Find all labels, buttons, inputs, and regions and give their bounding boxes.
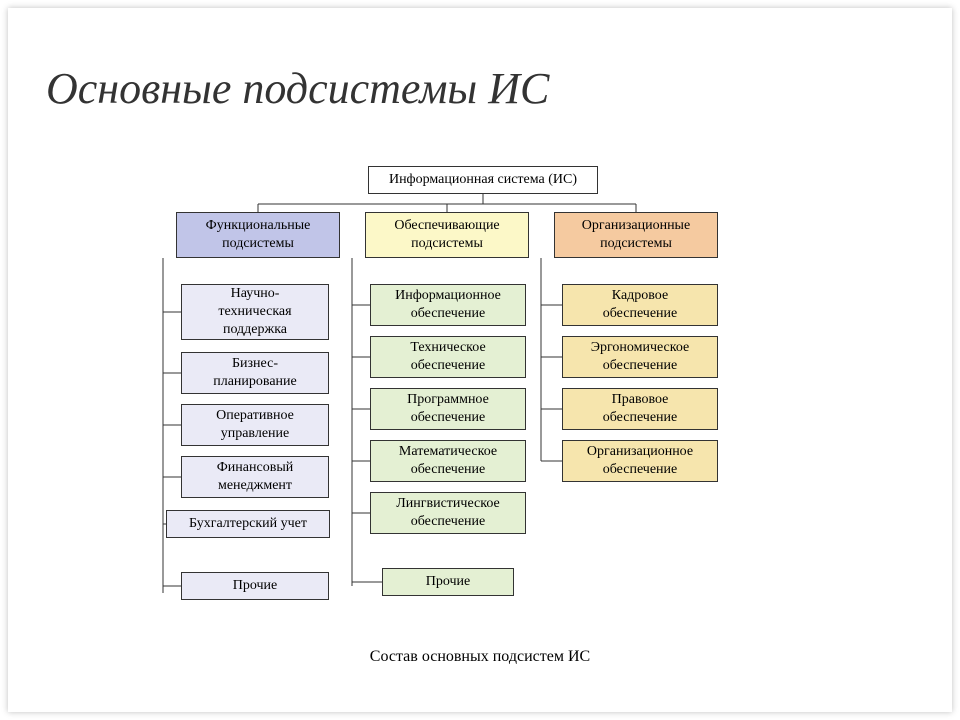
branch-0-item-5: Прочие <box>181 572 329 600</box>
branch-header-2: Организационныеподсистемы <box>554 212 718 258</box>
slide: Основные подсистемы ИС Состав основных п… <box>8 8 952 712</box>
branch-1-item-0: Информационноеобеспечение <box>370 284 526 326</box>
branch-header-1: Обеспечивающиеподсистемы <box>365 212 529 258</box>
branch-2-item-0: Кадровоеобеспечение <box>562 284 718 326</box>
branch-1-item-3: Математическоеобеспечение <box>370 440 526 482</box>
branch-0-item-0: Научно-техническаяподдержка <box>181 284 329 340</box>
caption: Состав основных подсистем ИС <box>8 648 952 666</box>
branch-0-item-2: Оперативноеуправление <box>181 404 329 446</box>
branch-2-item-2: Правовоеобеспечение <box>562 388 718 430</box>
branch-header-0: Функциональныеподсистемы <box>176 212 340 258</box>
branch-0-item-4: Бухгалтерский учет <box>166 510 330 538</box>
branch-1-item-5: Прочие <box>382 568 514 596</box>
branch-1-item-4: Лингвистическоеобеспечение <box>370 492 526 534</box>
branch-1-item-1: Техническоеобеспечение <box>370 336 526 378</box>
branch-2-item-1: Эргономическоеобеспечение <box>562 336 718 378</box>
branch-0-item-3: Финансовыйменеджмент <box>181 456 329 498</box>
root-node: Информационная система (ИС) <box>368 166 598 194</box>
branch-1-item-2: Программноеобеспечение <box>370 388 526 430</box>
branch-2-item-3: Организационноеобеспечение <box>562 440 718 482</box>
branch-0-item-1: Бизнес-планирование <box>181 352 329 394</box>
page-title: Основные подсистемы ИС <box>46 63 549 114</box>
